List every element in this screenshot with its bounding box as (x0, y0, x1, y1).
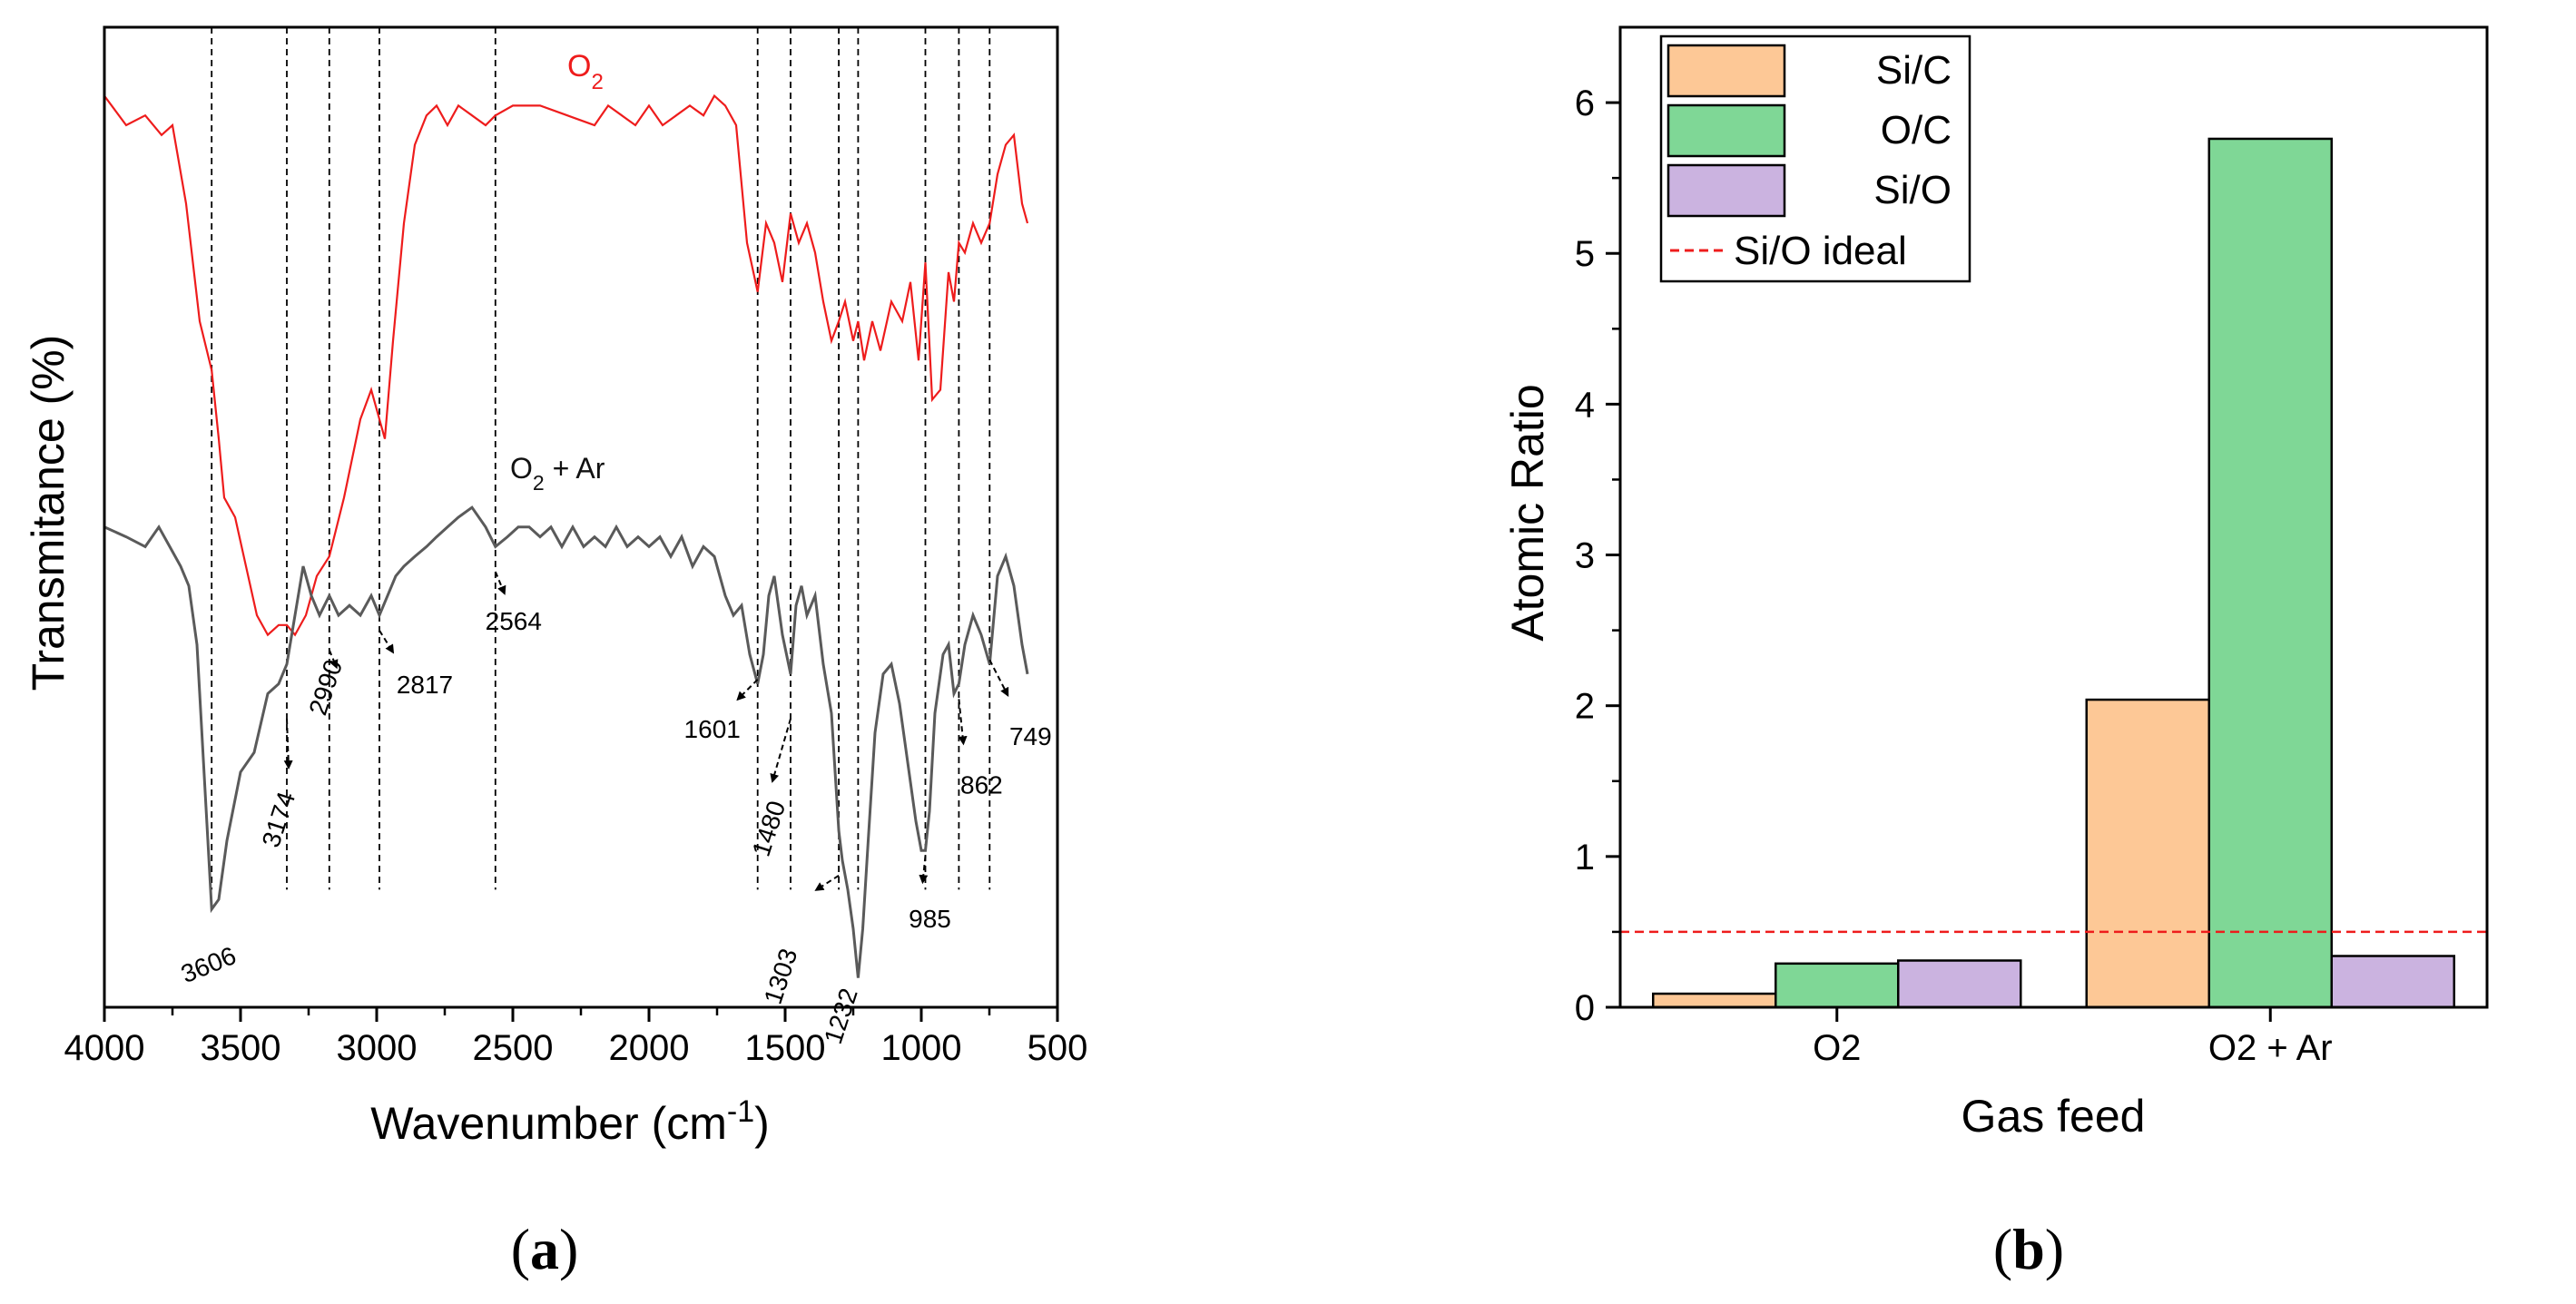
x-tick-label-1000: 1000 (881, 1028, 962, 1068)
o2-series-label: O2 (567, 49, 604, 94)
peak-annotation-1601: 1601 (684, 679, 759, 743)
x-tick-label-3500: 3500 (201, 1028, 281, 1068)
legend-label-2: Si/O (1873, 168, 1952, 212)
peak-annotation-2817: 2817 (379, 630, 453, 699)
peak-arrow (919, 856, 929, 885)
peak-label: 1303 (759, 945, 803, 1007)
y-tick-label-1: 1 (1575, 838, 1595, 878)
o2-ar-series-label: O2 + Ar (510, 452, 605, 495)
bars (1652, 137, 2455, 1009)
peak-arrow (283, 718, 293, 770)
o2-spectrum-line (103, 93, 1029, 637)
x-axis-ticks: 4000 3500 3000 2500 2000 1500 1000 500 (64, 1007, 1088, 1068)
o2-ar-spectrum-line (103, 505, 1029, 978)
y-tick-label-6: 6 (1575, 83, 1595, 123)
peak-annotation-2564: 2564 (486, 571, 542, 635)
peak-label: 2817 (397, 671, 453, 699)
legend-label-1: O/C (1881, 108, 1952, 152)
plot-frame (1618, 25, 2489, 1009)
panel-label-b: (b) (1993, 1217, 2064, 1281)
peak-arrow (494, 571, 506, 595)
legend-label-ref: Si/O ideal (1734, 229, 1907, 273)
peak-annotation-749: 749 (988, 659, 1052, 750)
peak-annotation-3606: 3606 (177, 941, 240, 988)
legend-swatch-1 (1667, 103, 1786, 158)
peak-label: 749 (1009, 722, 1052, 750)
bar-si-c-1 (2085, 698, 2210, 1009)
x-tick-label-2500: 2500 (473, 1028, 554, 1068)
x-axis-label: Gas feed (1961, 1091, 2146, 1142)
y-tick-label-3: 3 (1575, 536, 1595, 576)
bar-o-c-1 (2207, 137, 2333, 1009)
peak-reference-lines (211, 27, 991, 890)
x-tick-label-3000: 3000 (337, 1028, 418, 1068)
y-axis-ticks: 0 1 2 3 4 5 6 (1575, 83, 1620, 1028)
peak-arrow (988, 659, 1009, 697)
peak-annotation-3174: 3174 (257, 718, 301, 851)
peak-label: 1480 (747, 798, 791, 860)
peak-label: 2990 (303, 656, 348, 719)
y-axis-label: Atomic Ratio (1502, 384, 1553, 641)
y-tick-label-5: 5 (1575, 234, 1595, 274)
legend-label-0: Si/C (1876, 48, 1952, 93)
peak-label: 985 (909, 905, 951, 933)
x-tick-label-1: O2 + Ar (2208, 1028, 2333, 1068)
y-axis-label: Transmitance (%) (23, 335, 74, 691)
x-axis-ticks: O2 O2 + Ar (1813, 1007, 2333, 1068)
x-axis-label: Wavenumber (cm-1) (370, 1094, 770, 1149)
peak-arrow (328, 650, 339, 670)
x-tick-label-4000: 4000 (64, 1028, 145, 1068)
x-tick-label-500: 500 (1027, 1028, 1088, 1068)
peak-label: 3174 (257, 789, 301, 851)
peak-arrow (814, 874, 840, 891)
peak-annotation-1480: 1480 (747, 718, 791, 860)
x-tick-label-1500: 1500 (745, 1028, 826, 1068)
y-tick-label-4: 4 (1575, 385, 1595, 425)
bar-si-o-1 (2330, 955, 2455, 1009)
x-tick-label-2000: 2000 (609, 1028, 690, 1068)
peak-arrow (736, 679, 759, 701)
legend-swatch-2 (1667, 163, 1786, 218)
peak-label: 1601 (684, 715, 741, 743)
peak-annotation-862: 862 (958, 699, 1003, 799)
bar-o-c-0 (1775, 962, 1900, 1009)
y-tick-label-0: 0 (1575, 988, 1595, 1028)
peak-annotation-985: 985 (909, 856, 951, 933)
x-tick-label-0: O2 (1813, 1028, 1861, 1068)
plot-frame (103, 25, 1059, 1009)
bar-si-o-0 (1897, 959, 2022, 1009)
peak-label: 862 (960, 770, 1003, 799)
legend: Si/C O/C Si/O Si/O ideal (1659, 34, 1971, 283)
y-tick-label-2: 2 (1575, 687, 1595, 727)
legend-swatch-0 (1667, 44, 1786, 98)
peak-arrow (770, 718, 791, 783)
peak-label: 3606 (177, 941, 240, 988)
bar-si-c-0 (1652, 992, 1777, 1009)
peak-label: 2564 (486, 607, 542, 635)
panel-label-a: (a) (511, 1217, 579, 1281)
peak-annotation-1303: 1303 (759, 874, 840, 1007)
peak-arrow (958, 699, 968, 746)
peak-annotation-2990: 2990 (303, 650, 348, 719)
peak-arrow (379, 630, 395, 654)
